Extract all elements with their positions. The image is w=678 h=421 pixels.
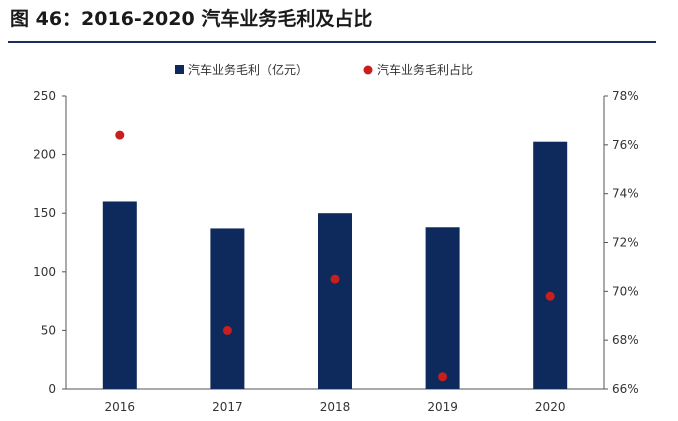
dot-2019 — [438, 372, 448, 382]
x-tick-label: 2017 — [212, 400, 243, 414]
right-tick-label: 70% — [612, 284, 639, 298]
dot-2020 — [545, 291, 555, 301]
chart-title: 图 46：2016-2020 汽车业务毛利及占比 — [10, 8, 373, 30]
x-tick-label: 2018 — [320, 400, 351, 414]
legend: 汽车业务毛利（亿元） 汽车业务毛利占比 — [175, 62, 473, 77]
legend-dot-label: 汽车业务毛利占比 — [377, 62, 473, 77]
dots — [115, 130, 555, 382]
title-rule — [8, 41, 656, 43]
x-tick-label: 2019 — [427, 400, 458, 414]
right-tick-label: 74% — [612, 187, 639, 201]
legend-bar-label: 汽车业务毛利（亿元） — [188, 62, 308, 77]
right-tick-label: 68% — [612, 333, 639, 347]
left-tick-label: 250 — [33, 89, 56, 103]
right-tick-label: 76% — [612, 138, 639, 152]
right-tick-label: 78% — [612, 89, 639, 103]
x-ticks: 2016 2017 2018 2019 2020 — [105, 400, 566, 414]
legend-bar-swatch — [175, 65, 184, 74]
bar-2018 — [318, 213, 352, 389]
bar-2016 — [102, 201, 137, 389]
left-tick-label: 50 — [41, 323, 56, 337]
bar-2017 — [210, 228, 245, 389]
left-tick-label: 150 — [33, 206, 56, 220]
dot-2018 — [330, 274, 340, 284]
dot-2016 — [115, 130, 125, 140]
x-tick-label: 2020 — [535, 400, 566, 414]
x-tick-label: 2016 — [105, 400, 136, 414]
left-tick-label: 200 — [33, 148, 56, 162]
left-tick-label: 0 — [48, 382, 56, 396]
bar-2019 — [425, 227, 460, 389]
bars — [102, 141, 568, 389]
legend-dot-swatch — [363, 65, 373, 75]
bar-2020 — [533, 141, 568, 389]
dot-2017 — [222, 325, 232, 335]
right-tick-label: 72% — [612, 236, 639, 250]
left-tick-label: 100 — [33, 265, 56, 279]
right-tick-label: 66% — [612, 382, 639, 396]
